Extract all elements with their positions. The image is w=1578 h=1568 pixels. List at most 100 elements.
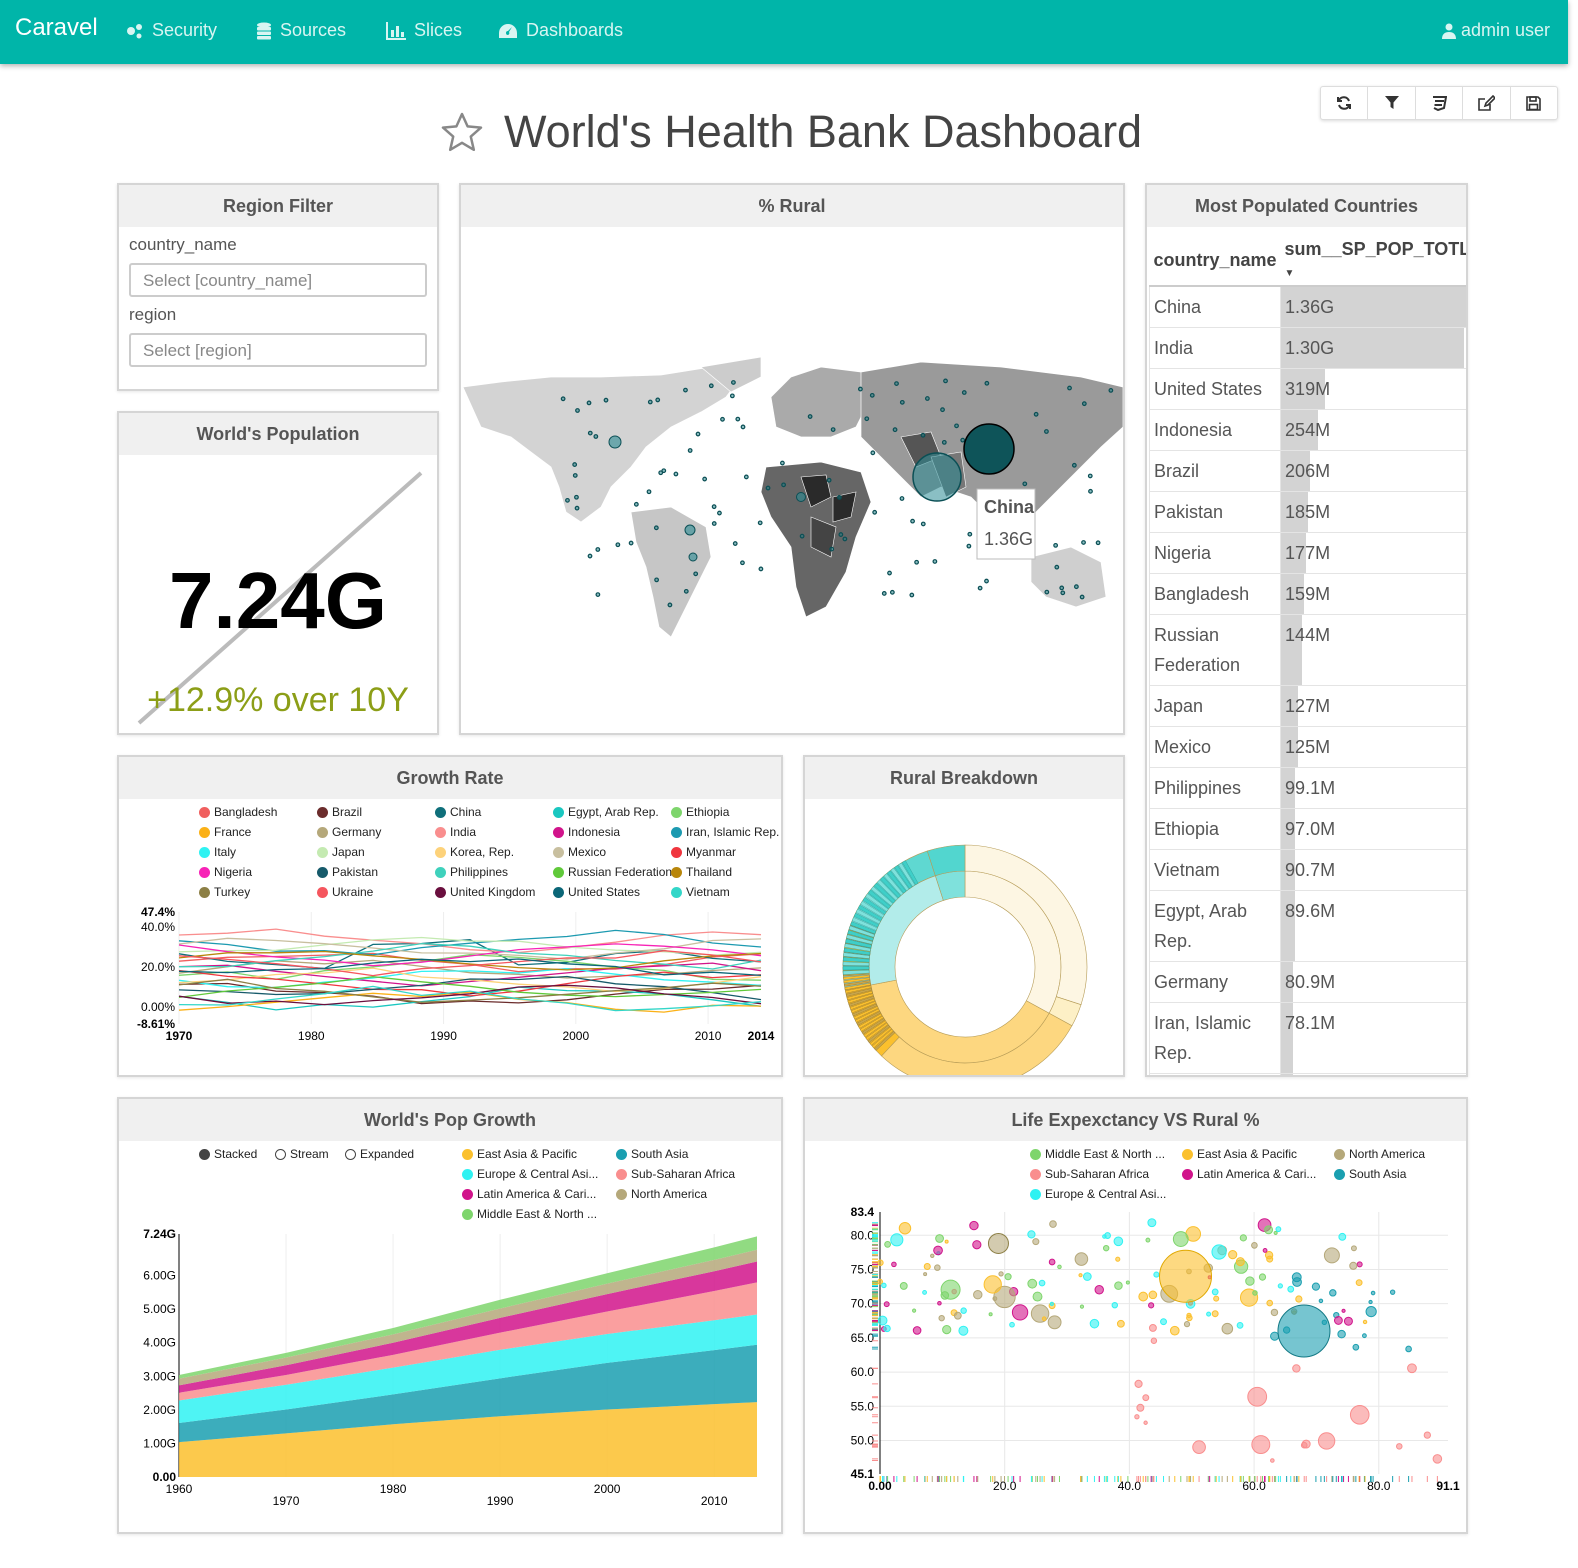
scatter-point <box>1148 1290 1158 1300</box>
scatter-point <box>1349 1261 1358 1270</box>
sunburst-segment <box>874 1031 896 1051</box>
scatter-point <box>1264 1250 1274 1260</box>
star-icon[interactable] <box>440 111 484 153</box>
scatter-point <box>953 1311 962 1320</box>
refresh-button[interactable] <box>1321 87 1369 119</box>
legend-item[interactable]: Ukraine <box>317 885 373 899</box>
legend-item[interactable]: Middle East & North ... <box>1030 1147 1165 1161</box>
country-bubble <box>695 431 701 437</box>
sunburst-segment <box>863 1020 887 1038</box>
legend-item[interactable]: Mexico <box>553 845 606 859</box>
legend-item[interactable]: East Asia & Pacific <box>462 1147 577 1161</box>
legend-item[interactable]: Bangladesh <box>199 805 277 819</box>
legend-item[interactable]: Sub-Saharan Africa <box>616 1167 735 1181</box>
save-button[interactable] <box>1511 87 1557 119</box>
scatter-point <box>1074 1252 1089 1266</box>
mode-stacked[interactable]: Stacked <box>199 1147 257 1161</box>
table-row: Brazil 206M <box>1148 450 1466 492</box>
scatter-point <box>1102 1234 1107 1239</box>
nav-dashboards[interactable]: Dashboards <box>498 20 623 41</box>
nav-sources[interactable]: Sources <box>256 20 346 41</box>
edit-button[interactable] <box>1463 87 1511 119</box>
legend-item[interactable]: Russian Federation <box>553 865 672 879</box>
life-exp-scatter[interactable]: 83.4 80.0 75.0 70.0 65.0 60.0 55.0 50.0 45.10.00… <box>805 1204 1466 1504</box>
population-value: 254M <box>1285 420 1331 440</box>
mode-stream[interactable]: Stream <box>275 1147 329 1161</box>
legend-label: Latin America & Cari... <box>1197 1167 1317 1181</box>
pop-growth-chart[interactable]: 7.24G6.00G5.00G4.00G3.00G2.00G1.00G0.001… <box>119 1224 781 1524</box>
legend-item[interactable]: Middle East & North ... <box>462 1207 597 1221</box>
legend-item[interactable]: Philippines <box>435 865 508 879</box>
css-button[interactable] <box>1416 87 1464 119</box>
country-bubble <box>732 541 738 546</box>
save-icon <box>1526 95 1542 111</box>
legend-item[interactable]: Sub-Saharan Africa <box>1030 1167 1149 1181</box>
legend-item[interactable]: Germany <box>317 825 381 839</box>
legend-item[interactable]: North America <box>616 1187 707 1201</box>
y-tick-label: 50.0 <box>851 1433 875 1447</box>
legend-item[interactable]: Ethiopia <box>671 805 729 819</box>
country-select[interactable]: Select [country_name] <box>129 263 427 297</box>
nav-security[interactable]: Security <box>124 20 217 41</box>
legend-item[interactable]: Iran, Islamic Rep. <box>671 825 779 839</box>
user-name: admin user <box>1460 20 1550 40</box>
user-menu[interactable]: admin user <box>1441 20 1550 41</box>
country-bubble <box>899 399 905 405</box>
legend-item[interactable]: United Kingdom <box>435 885 535 899</box>
legend-item[interactable]: Turkey <box>199 885 250 899</box>
sunburst-chart[interactable] <box>805 799 1123 1090</box>
scatter-point <box>1102 1244 1110 1252</box>
column-header-population[interactable]: sum__SP_POP_TOTL ▼ <box>1280 235 1466 287</box>
legend-item[interactable]: Latin America & Cari... <box>462 1187 596 1201</box>
brand-logo[interactable]: Caravel <box>15 14 98 41</box>
mode-expanded[interactable]: Expanded <box>345 1147 414 1161</box>
population-bar <box>1281 287 1466 327</box>
legend-dot-icon <box>1334 1168 1345 1180</box>
legend-item[interactable]: Brazil <box>317 805 362 819</box>
legend-item[interactable]: Egypt, Arab Rep. <box>553 805 659 819</box>
country-cell: Nigeria <box>1148 532 1282 574</box>
growth-rate-chart[interactable]: 47.4%40.0% 20.0% 0.00% -8.61%1970 1980 1990 20… <box>119 902 781 1042</box>
country-bubble <box>961 390 967 395</box>
legend-item[interactable]: Nigeria <box>199 865 252 879</box>
scatter-point <box>1113 1236 1124 1247</box>
x-tick-label: 2010 <box>701 1494 728 1508</box>
filter-button[interactable] <box>1368 87 1416 119</box>
column-header-country[interactable]: country_name <box>1149 235 1281 287</box>
legend-item[interactable]: France <box>199 825 251 839</box>
sunburst-segment <box>870 886 894 907</box>
scatter-point <box>1160 1318 1167 1326</box>
legend-item[interactable]: Europe & Central Asi... <box>462 1167 598 1181</box>
legend-item[interactable]: North America <box>1334 1147 1425 1161</box>
legend-item[interactable]: Pakistan <box>317 865 378 879</box>
nav-security-label: Security <box>152 20 218 40</box>
nav-slices[interactable]: Slices <box>386 20 462 41</box>
legend-item[interactable]: China <box>435 805 481 819</box>
stack-mode-controls: Stacked Stream Expanded <box>199 1147 429 1167</box>
legend-item[interactable]: Korea, Rep. <box>435 845 514 859</box>
legend-item[interactable]: East Asia & Pacific <box>1182 1147 1297 1161</box>
legend-label: China <box>450 805 482 819</box>
population-cell: 80.9M <box>1280 961 1466 1003</box>
region-select[interactable]: Select [region] <box>129 333 427 367</box>
dashboard-toolbar <box>1320 86 1558 120</box>
legend-item[interactable]: Thailand <box>671 865 732 879</box>
legend-item[interactable]: United States <box>553 885 640 899</box>
legend-item[interactable]: Vietnam <box>671 885 730 899</box>
series-line <box>178 942 762 970</box>
legend-item[interactable]: Japan <box>317 845 365 859</box>
legend-item[interactable]: Indonesia <box>553 825 620 839</box>
world-map[interactable]: China 1.36G <box>461 227 1124 733</box>
legend-item[interactable]: Italy <box>199 845 236 859</box>
legend-item[interactable]: Latin America & Cari... <box>1182 1167 1316 1181</box>
legend-item[interactable]: India <box>435 825 476 839</box>
scatter-point <box>988 1312 993 1317</box>
legend-item[interactable]: South Asia <box>616 1147 688 1161</box>
legend-item[interactable]: South Asia <box>1334 1167 1406 1181</box>
legend-item[interactable]: Myanmar <box>671 845 736 859</box>
scatter-point <box>877 1278 883 1285</box>
legend-item[interactable]: Europe & Central Asi... <box>1030 1187 1166 1201</box>
legend-label: Indonesia <box>568 825 621 839</box>
scatter-point <box>1235 1257 1245 1267</box>
scatter-point <box>1311 1282 1321 1291</box>
